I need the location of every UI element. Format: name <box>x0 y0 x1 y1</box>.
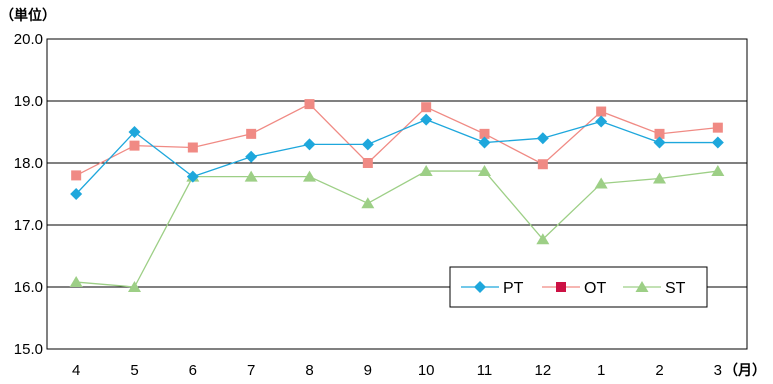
legend-label: OT <box>584 280 606 297</box>
y-tick-label: 20.0 <box>14 31 43 48</box>
series-layer <box>69 99 725 292</box>
y-tick-labels: 15.0 16.0 17.0 18.0 19.0 20.0 <box>14 31 43 358</box>
ot-point <box>596 106 607 117</box>
ot-point <box>479 128 490 139</box>
pt-point <box>478 136 491 149</box>
pt-point <box>128 126 141 138</box>
pt-point <box>420 113 433 126</box>
pt-point <box>245 150 258 163</box>
x-tick-label: 2 <box>655 362 663 379</box>
x-tick-label: 7 <box>247 362 255 379</box>
ot-point <box>654 128 665 139</box>
st-point <box>478 165 491 177</box>
ot-point <box>421 102 432 113</box>
legend-item-ot: OT <box>542 280 606 297</box>
pt-point <box>70 188 83 200</box>
ot-point <box>129 140 140 151</box>
x-tick-label: 5 <box>130 362 138 379</box>
pt-point <box>711 136 724 149</box>
st-point <box>711 165 725 177</box>
legend-label: PT <box>503 280 524 297</box>
x-tick-label: 9 <box>364 362 372 379</box>
ot-point <box>304 99 315 110</box>
x-tick-label: 12 <box>534 362 551 379</box>
st-point <box>419 165 433 177</box>
x-tick-labels: 4 5 6 7 8 9 10 11 12 1 2 3 <box>72 362 722 379</box>
pt-point <box>186 170 199 183</box>
st-point <box>536 233 550 245</box>
pt-point <box>361 138 374 151</box>
pt-point <box>653 136 666 149</box>
pt-point <box>595 115 608 128</box>
series-pt <box>70 113 724 200</box>
y-tick-label: 18.0 <box>14 155 43 172</box>
st-point <box>128 281 141 292</box>
pt-line <box>75 118 718 195</box>
legend: PT OT ST <box>449 266 708 308</box>
x-tick-label: 4 <box>72 362 80 379</box>
ot-point <box>246 128 257 139</box>
ot-line <box>75 103 718 176</box>
legend-marker <box>635 281 649 292</box>
legend-marker <box>556 282 566 292</box>
y-tick-label: 17.0 <box>14 217 43 234</box>
st-point <box>653 172 666 184</box>
ot-point <box>71 170 82 181</box>
y-tick-label: 15.0 <box>14 341 43 358</box>
y-tick-label: 16.0 <box>14 279 43 296</box>
x-axis-unit-label: （月） <box>724 363 766 379</box>
gridlines <box>47 100 747 288</box>
legend-marker <box>474 281 486 293</box>
st-point <box>361 197 375 209</box>
pt-point <box>536 132 549 145</box>
ot-point <box>362 158 373 168</box>
ot-point <box>712 122 723 133</box>
series-st <box>69 165 725 292</box>
st-point <box>244 170 258 182</box>
x-tick-label: 1 <box>597 362 605 379</box>
plot-area <box>46 38 748 350</box>
st-point <box>303 170 316 182</box>
series-ot <box>71 99 723 181</box>
x-tick-label: 3 <box>714 362 722 379</box>
legend-item-pt: PT <box>461 280 524 297</box>
ot-point <box>537 159 548 170</box>
x-tick-label: 11 <box>477 362 493 379</box>
x-tick-label: 10 <box>418 362 435 379</box>
y-tick-label: 19.0 <box>14 93 43 110</box>
legend-item-st: ST <box>623 280 686 297</box>
st-point <box>594 177 608 189</box>
x-tick-label: 6 <box>189 362 197 379</box>
legend-label: ST <box>665 280 686 297</box>
pt-point <box>303 138 316 151</box>
ot-point <box>187 142 198 153</box>
st-point <box>69 276 83 288</box>
x-tick-label: 8 <box>305 362 313 379</box>
st-line <box>76 170 718 288</box>
y-axis-unit-label: （単位） <box>0 7 56 24</box>
